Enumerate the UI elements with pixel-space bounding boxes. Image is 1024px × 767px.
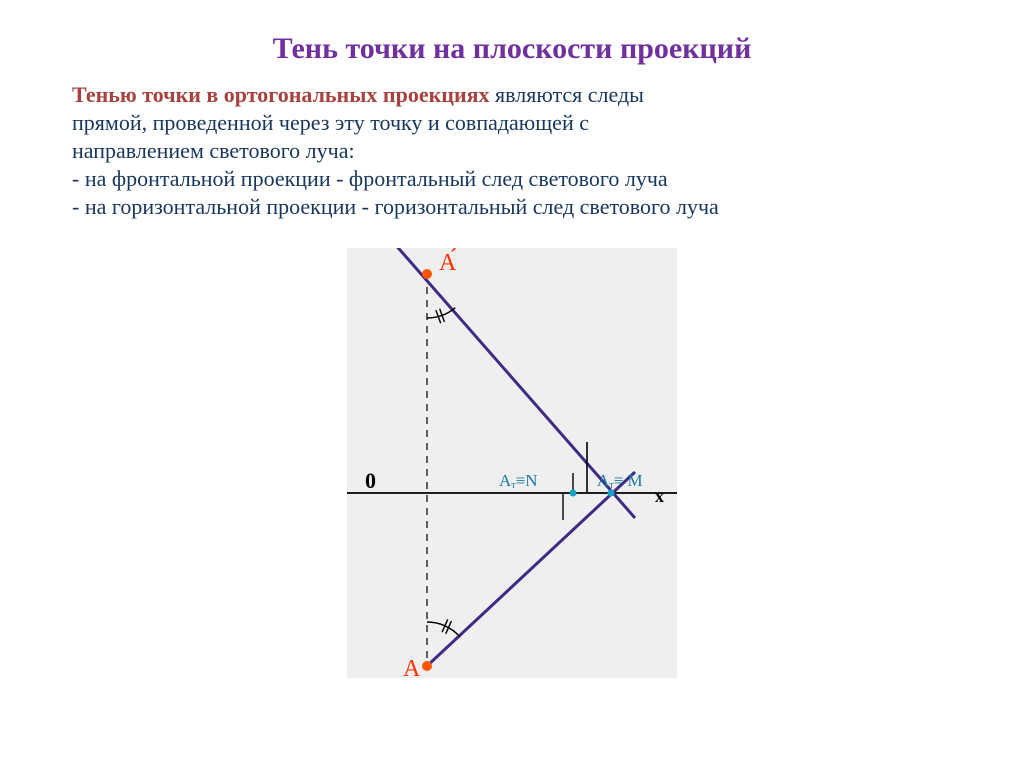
svg-text:Aт≡N: Aт≡N xyxy=(499,471,538,491)
svg-text:Aт≡ M: Aт≡ M xyxy=(597,471,643,491)
bullet1: - на фронтальной проекции - фронтальный … xyxy=(72,166,964,192)
title-text: Тень точки на плоскости проекций xyxy=(273,32,752,65)
svg-text:А: А xyxy=(403,656,421,678)
svg-text:x: x xyxy=(655,486,664,506)
diagram-svg: 0 x А́ А Aт≡N Aт≡ M xyxy=(347,248,677,678)
intro-line: Тенью точки в ортогональных проекциях яв… xyxy=(72,82,964,108)
page-title: Тень точки на плоскости проекций xyxy=(0,0,1024,82)
line2: прямой, проведенной через эту точку и со… xyxy=(72,110,964,136)
bullet2: - на горизонтальной проекции - горизонта… xyxy=(72,194,964,220)
svg-text:А́: А́ xyxy=(439,249,457,276)
svg-text:0: 0 xyxy=(365,468,376,493)
diagram-wrap: 0 x А́ А Aт≡N Aт≡ M xyxy=(0,248,1024,678)
intro-rest: являются следы xyxy=(495,82,644,107)
line3: направлением светового луча: xyxy=(72,138,964,164)
intro-bold: Тенью точки в ортогональных проекциях xyxy=(72,82,495,107)
diagram: 0 x А́ А Aт≡N Aт≡ M xyxy=(347,248,677,678)
content-block: Тенью точки в ортогональных проекциях яв… xyxy=(0,82,1024,220)
